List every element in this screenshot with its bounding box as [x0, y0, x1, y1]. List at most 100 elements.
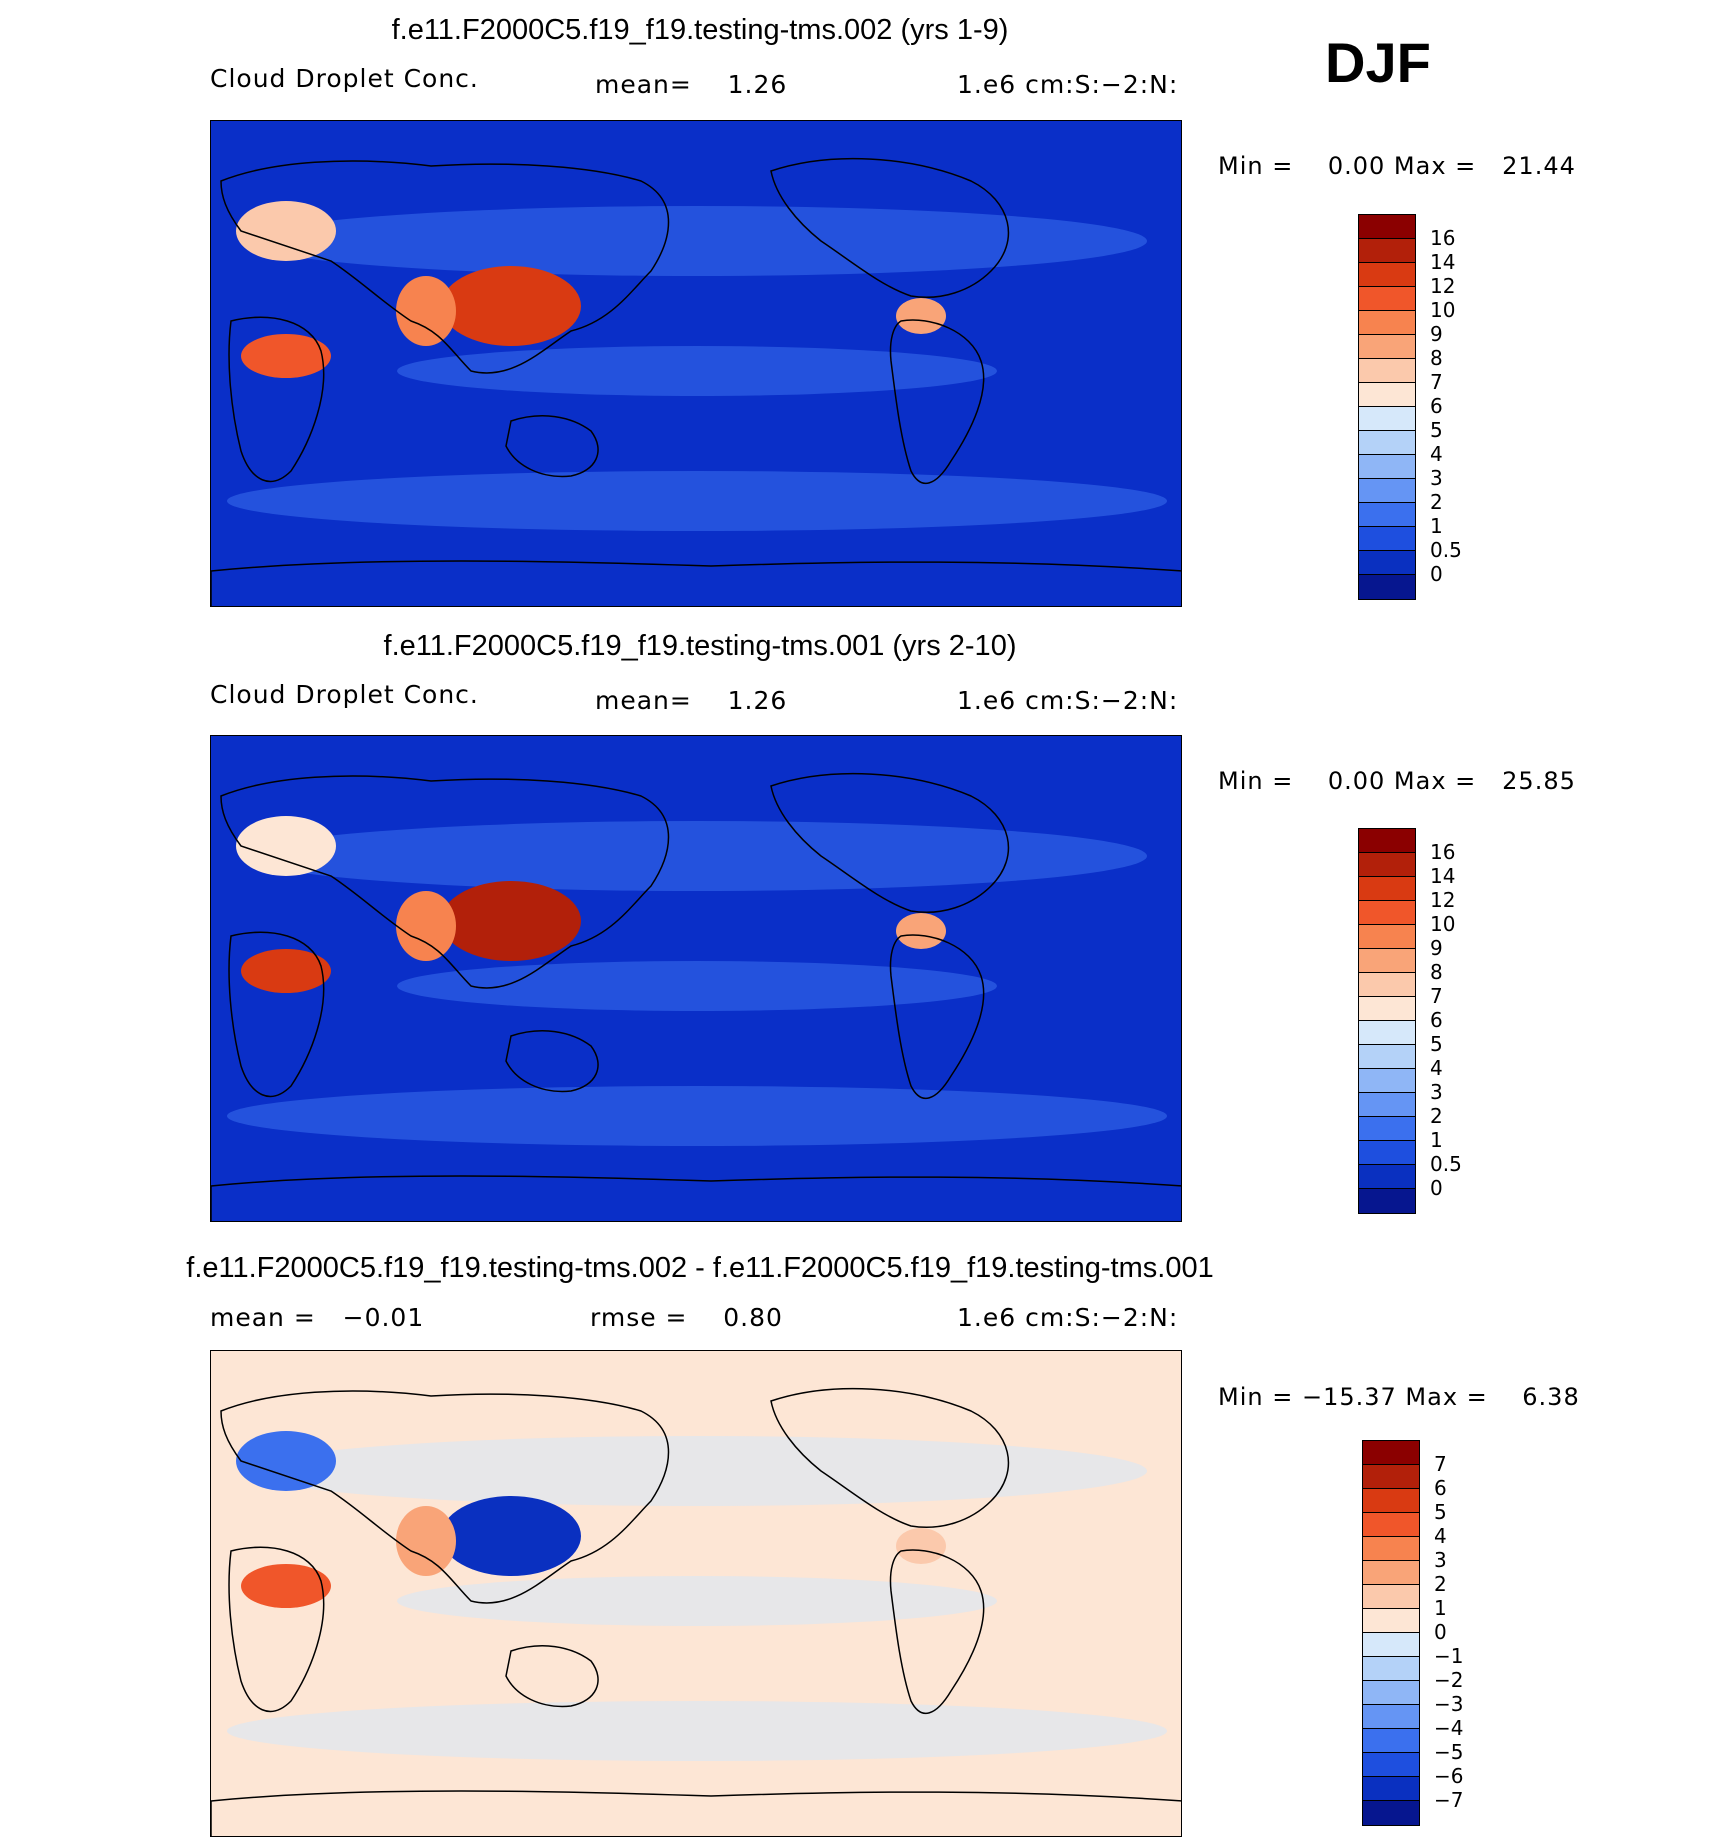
panel-3-title: f.e11.F2000C5.f19_f19.testing-tms.002 - … [186, 1252, 1214, 1284]
colorbar-label: −5 [1434, 1740, 1464, 1764]
colorbar-swatch [1359, 503, 1415, 527]
coastline [220, 775, 670, 989]
colorbar-label: 7 [1434, 1452, 1447, 1476]
colorbar-swatch [1359, 311, 1415, 335]
colorbar-swatch [1363, 1633, 1419, 1657]
coastline [211, 560, 1181, 606]
contour-band [247, 821, 1147, 891]
colorbar-swatch [1359, 1093, 1415, 1117]
colorbar-swatch [1359, 1165, 1415, 1189]
colorbar-label: 1 [1430, 1128, 1443, 1152]
china-hotspot [441, 266, 581, 346]
colorbar-swatch [1359, 335, 1415, 359]
colorbar-label: 6 [1430, 394, 1443, 418]
india-anomaly [396, 1506, 456, 1576]
colorbar-label: 16 [1430, 840, 1456, 864]
colorbar-label: 1 [1430, 514, 1443, 538]
colorbar-swatch [1363, 1585, 1419, 1609]
colorbar-label: 7 [1430, 984, 1443, 1008]
colorbar-label: 9 [1430, 322, 1443, 346]
colorbar-swatch [1359, 383, 1415, 407]
africa-hotspot [241, 949, 331, 993]
panel-2-colorbar: 16 14 12 10 9 8 7 6 5 4 3 2 1 0.5 0 [1358, 828, 1462, 1214]
contour-band [397, 961, 997, 1011]
colorbar-label: 0.5 [1430, 1152, 1462, 1176]
colorbar-swatch [1363, 1465, 1419, 1489]
coastline [889, 934, 985, 1100]
coastline [211, 1790, 1181, 1836]
colorbar-swatch [1359, 479, 1415, 503]
colorbar-swatch [1363, 1489, 1419, 1513]
colorbar-label: 3 [1430, 1080, 1443, 1104]
colorbar-swatch [1359, 901, 1415, 925]
colorbar-label: 1 [1434, 1596, 1447, 1620]
central-america-hotspot [896, 913, 946, 949]
central-asia-anomaly [896, 1528, 946, 1564]
map-canvas [211, 121, 1181, 606]
colorbar-swatch [1359, 997, 1415, 1021]
coastline [770, 157, 1010, 298]
colorbar-swatch [1359, 407, 1415, 431]
colorbar-swatch [1363, 1681, 1419, 1705]
colorbar-swatches [1358, 828, 1416, 1214]
panel-2-minmax: Min = 0.00 Max = 25.85 [1218, 767, 1576, 795]
colorbar-swatch [1359, 829, 1415, 853]
panel-2-title: f.e11.F2000C5.f19_f19.testing-tms.001 (y… [383, 630, 1017, 662]
coastline [889, 1549, 985, 1715]
colorbar-swatch [1359, 1189, 1415, 1213]
coastline [228, 931, 325, 1097]
colorbar-label: 2 [1430, 490, 1443, 514]
india-hotspot [396, 276, 456, 346]
coastline [505, 1645, 599, 1708]
panel-1-mean: mean= 1.26 [595, 70, 788, 99]
europe-hotspot [236, 201, 336, 261]
colorbar-label: 0 [1430, 1176, 1443, 1200]
colorbar-label: −1 [1434, 1644, 1464, 1668]
europe-hotspot [236, 816, 336, 876]
coastline [211, 1175, 1181, 1221]
colorbar-swatch [1359, 925, 1415, 949]
colorbar-swatch [1363, 1753, 1419, 1777]
colorbar-swatch [1359, 853, 1415, 877]
colorbar-swatch [1359, 431, 1415, 455]
colorbar-label: 0 [1434, 1620, 1447, 1644]
panel-3-mean: mean = −0.01 [210, 1303, 425, 1332]
colorbar-label: 3 [1434, 1548, 1447, 1572]
coastline [228, 316, 325, 482]
colorbar-label: 0.5 [1430, 538, 1462, 562]
panel-1-map [210, 120, 1182, 607]
panel-2-map [210, 735, 1182, 1222]
colorbar-label: 5 [1430, 1032, 1443, 1056]
panel-2-mean: mean= 1.26 [595, 686, 788, 715]
contour-band [227, 1701, 1167, 1761]
colorbar-label: 2 [1434, 1572, 1447, 1596]
africa-hotspot [241, 334, 331, 378]
contour-band [397, 1576, 997, 1626]
colorbar-swatch [1359, 215, 1415, 239]
colorbar-swatches [1362, 1440, 1420, 1826]
colorbar-label: 10 [1430, 912, 1456, 936]
coastline [770, 1387, 1010, 1528]
colorbar-swatch [1363, 1777, 1419, 1801]
panel-3-minmax: Min = −15.37 Max = 6.38 [1218, 1383, 1580, 1411]
colorbar-label: 14 [1430, 864, 1456, 888]
colorbar-swatch [1359, 1069, 1415, 1093]
colorbar-label: 2 [1430, 1104, 1443, 1128]
colorbar-swatch [1359, 1045, 1415, 1069]
panel-1-units: 1.e6 cm:S:−2:N: [957, 70, 1179, 99]
panel-1-colorbar: 16 14 12 10 9 8 7 6 5 4 3 2 1 0.5 0 [1358, 214, 1462, 600]
colorbar-label: 0 [1430, 562, 1443, 586]
colorbar-label: 4 [1430, 442, 1443, 466]
colorbar-swatch [1363, 1609, 1419, 1633]
colorbar-swatch [1359, 455, 1415, 479]
colorbar-label: −4 [1434, 1716, 1464, 1740]
coastline [220, 1390, 670, 1604]
coastline [889, 319, 985, 485]
colorbar-label: 3 [1430, 466, 1443, 490]
panel-1-title: f.e11.F2000C5.f19_f19.testing-tms.002 (y… [391, 14, 1009, 46]
colorbar-label: −7 [1434, 1788, 1464, 1812]
colorbar-swatch [1363, 1657, 1419, 1681]
colorbar-label: −2 [1434, 1668, 1464, 1692]
colorbar-swatch [1359, 949, 1415, 973]
panel-3-map [210, 1350, 1182, 1837]
